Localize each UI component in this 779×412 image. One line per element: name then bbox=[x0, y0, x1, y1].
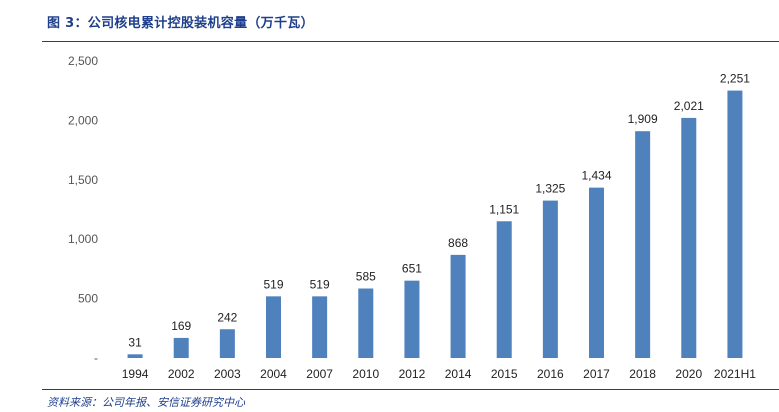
y-tick-label: 1,000 bbox=[68, 232, 98, 246]
bar-1994 bbox=[127, 354, 143, 358]
y-tick-label: - bbox=[94, 351, 98, 365]
bar-2003 bbox=[219, 329, 235, 358]
y-tick-label: 2,500 bbox=[68, 54, 98, 68]
y-axis: - 500 1,000 1,500 2,000 2,500 bbox=[68, 54, 98, 365]
figure-title: 图 3：公司核电累计控股装机容量（万千瓦） bbox=[47, 16, 314, 31]
x-tick-label: 2010 bbox=[352, 367, 379, 381]
y-tick-label: 2,000 bbox=[68, 113, 98, 127]
bar-2004 bbox=[266, 296, 281, 358]
source-note: 资料来源：公司年报、安信证券研究中心 bbox=[47, 396, 245, 409]
x-tick-label: 2017 bbox=[583, 367, 610, 381]
data-label: 519 bbox=[310, 277, 330, 291]
x-tick-label: 2015 bbox=[491, 367, 518, 381]
bar-2017 bbox=[589, 187, 604, 358]
bar-2012 bbox=[404, 280, 420, 358]
data-label: 868 bbox=[448, 236, 468, 250]
y-tick-label: 500 bbox=[78, 292, 98, 306]
y-tick-label: 1,500 bbox=[68, 173, 98, 187]
x-tick-label: 2018 bbox=[629, 367, 656, 381]
x-tick-label: 2004 bbox=[260, 367, 287, 381]
title-divider bbox=[42, 41, 779, 42]
data-labels: 31 169 242 519 519 585 651 868 1,151 1,325 1,434 1,… bbox=[128, 72, 750, 350]
data-label: 519 bbox=[263, 277, 283, 291]
data-label: 169 bbox=[171, 319, 191, 333]
bar-2015 bbox=[496, 221, 512, 358]
data-label: 242 bbox=[217, 310, 237, 324]
x-axis: 1994 2002 2003 2004 2007 2010 2012 2014 2015 2016… bbox=[122, 367, 757, 381]
x-tick-label: 2020 bbox=[675, 367, 702, 381]
x-tick-label: 1994 bbox=[122, 367, 149, 381]
x-tick-label: 2007 bbox=[306, 367, 333, 381]
data-label: 1,325 bbox=[535, 182, 565, 196]
x-tick-label: 2012 bbox=[399, 367, 426, 381]
bar-series bbox=[127, 90, 743, 358]
bar-2007 bbox=[312, 296, 328, 358]
data-label: 2,251 bbox=[720, 72, 750, 86]
bar-2021H1 bbox=[727, 90, 743, 358]
x-tick-label: 2003 bbox=[214, 367, 241, 381]
data-label: 585 bbox=[356, 270, 376, 284]
bar-2010 bbox=[358, 288, 374, 358]
bar-2002 bbox=[173, 337, 189, 358]
bar-2020 bbox=[681, 117, 697, 358]
x-tick-label: 2016 bbox=[537, 367, 564, 381]
data-label: 1,909 bbox=[628, 112, 658, 126]
x-tick-label: 2021H1 bbox=[714, 367, 756, 381]
data-label: 1,151 bbox=[489, 202, 519, 216]
data-label: 31 bbox=[128, 335, 142, 349]
bar-2014 bbox=[450, 254, 466, 358]
data-label: 2,021 bbox=[674, 99, 704, 113]
bar-2016 bbox=[542, 200, 558, 358]
x-tick-label: 2002 bbox=[168, 367, 195, 381]
data-label: 1,434 bbox=[581, 169, 611, 183]
bar-2018 bbox=[635, 131, 651, 358]
source-divider bbox=[42, 389, 779, 390]
data-label: 651 bbox=[402, 262, 422, 276]
x-tick-label: 2014 bbox=[445, 367, 472, 381]
